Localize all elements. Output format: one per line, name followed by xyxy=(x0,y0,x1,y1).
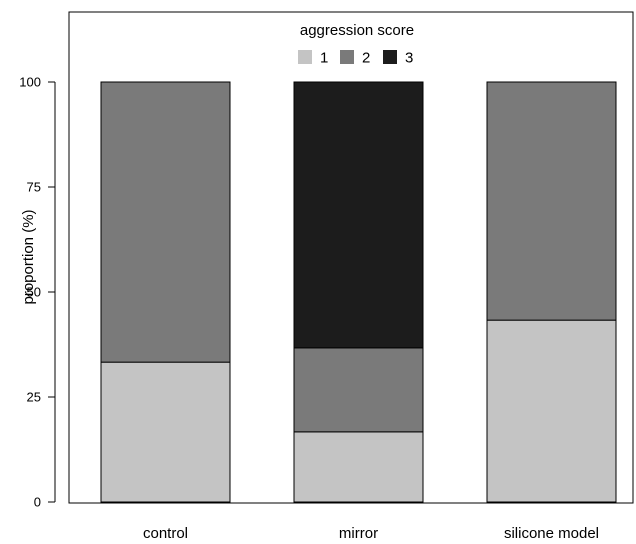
y-tick-label: 75 xyxy=(27,180,41,195)
bars xyxy=(100,81,617,503)
y-axis: 0 25 50 75 100 xyxy=(19,75,56,510)
legend-swatch xyxy=(298,50,312,64)
bar-segment xyxy=(100,361,231,503)
legend-swatch xyxy=(340,50,354,64)
y-tick-label: 100 xyxy=(19,75,41,90)
y-tick-label: 25 xyxy=(27,390,41,405)
y-tick-label: 50 xyxy=(27,285,41,300)
bar-segment xyxy=(293,81,424,349)
bar-segment xyxy=(293,347,424,433)
y-axis-title: proportion (%) xyxy=(20,209,37,304)
x-axis-labels: control mirror silicone model xyxy=(143,525,599,542)
legend: aggression score 1 2 3 xyxy=(298,22,414,67)
legend-label: 2 xyxy=(362,50,370,67)
legend-label: 3 xyxy=(405,50,413,67)
legend-label: 1 xyxy=(320,50,328,67)
bar-segment xyxy=(100,81,231,363)
bar-segment xyxy=(486,319,617,503)
x-tick-label: silicone model xyxy=(504,525,599,542)
legend-swatch xyxy=(383,50,397,64)
plot-frame xyxy=(68,11,634,504)
bar-segment xyxy=(293,431,424,503)
legend-title: aggression score xyxy=(300,22,414,39)
bar-segment xyxy=(486,81,617,321)
y-tick-label: 0 xyxy=(34,495,41,510)
x-tick-label: control xyxy=(143,525,188,542)
x-tick-label: mirror xyxy=(339,525,378,542)
